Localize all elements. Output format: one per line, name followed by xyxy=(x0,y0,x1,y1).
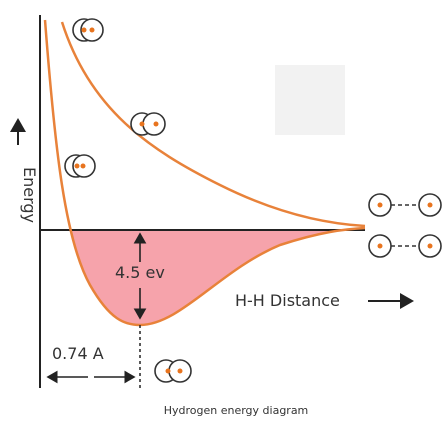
energy-well xyxy=(40,230,343,325)
separated-atoms xyxy=(368,234,442,258)
distance-label: 0.74 A xyxy=(52,344,104,363)
antibonding-curve xyxy=(60,21,366,228)
caption: Hydrogen energy diagram xyxy=(164,404,309,417)
x-axis-label: H-H Distance xyxy=(235,291,340,310)
atom-pair xyxy=(154,359,192,383)
atom-pair xyxy=(64,154,96,178)
separated-atoms xyxy=(368,193,442,217)
energy-label: 4.5 ev xyxy=(115,263,165,282)
watermark xyxy=(275,65,345,135)
atom-pair xyxy=(130,112,166,136)
atom-pair xyxy=(72,18,104,42)
y-axis-label: Energy xyxy=(20,167,39,223)
